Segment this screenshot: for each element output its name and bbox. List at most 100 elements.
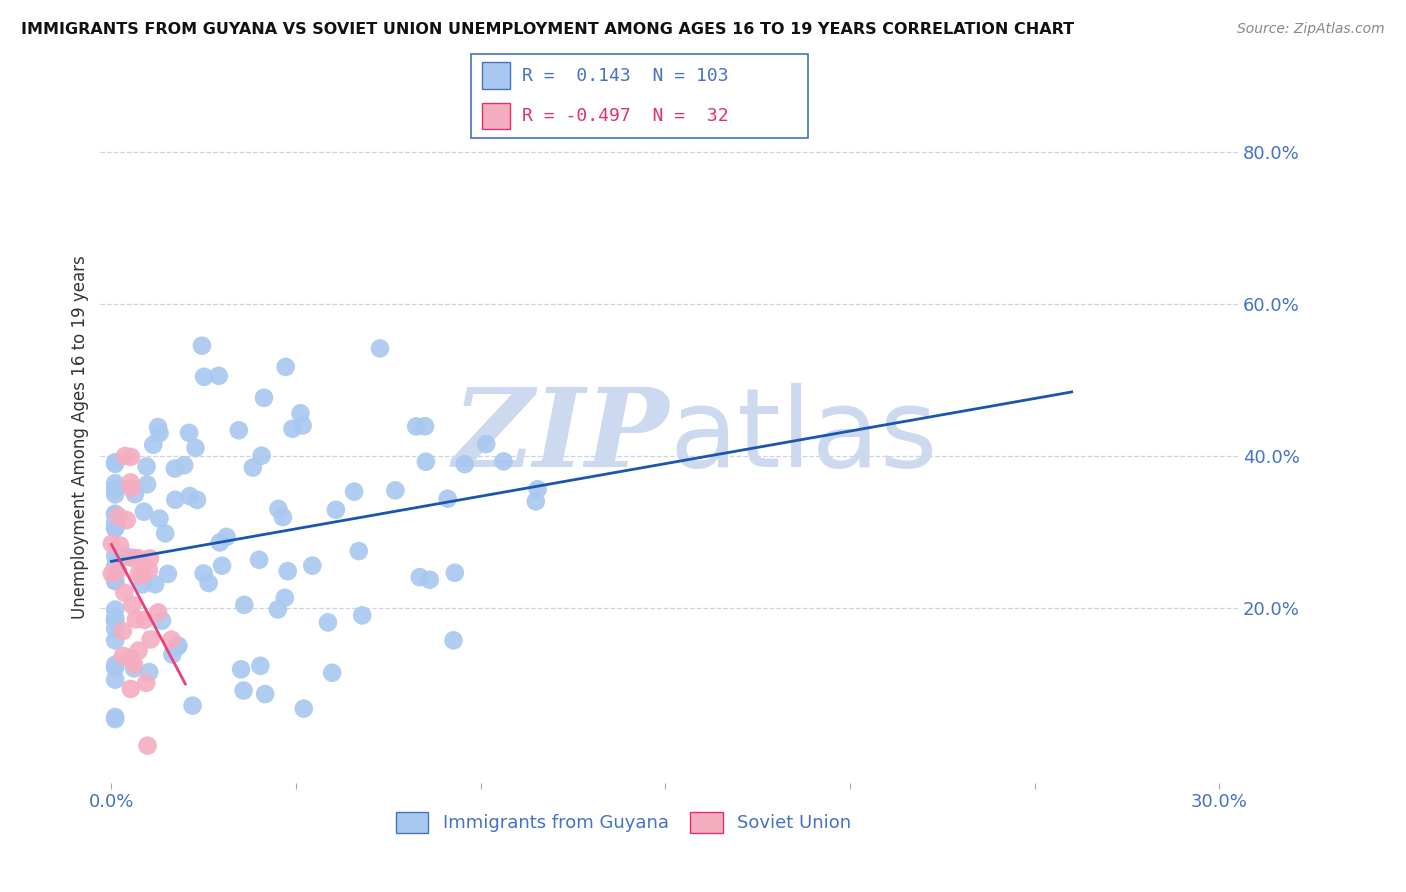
Y-axis label: Unemployment Among Ages 16 to 19 years: Unemployment Among Ages 16 to 19 years bbox=[72, 255, 89, 619]
Point bbox=[153, 526, 176, 541]
Point bbox=[281, 422, 304, 436]
Point bbox=[128, 643, 150, 657]
Point bbox=[114, 449, 136, 463]
Point bbox=[167, 639, 190, 653]
Point bbox=[104, 661, 127, 675]
Point bbox=[177, 425, 200, 440]
Point bbox=[233, 598, 256, 612]
Point bbox=[111, 624, 134, 638]
Legend: Immigrants from Guyana, Soviet Union: Immigrants from Guyana, Soviet Union bbox=[395, 812, 852, 833]
Point bbox=[107, 563, 129, 577]
Point bbox=[419, 573, 441, 587]
Point bbox=[292, 701, 315, 715]
Point bbox=[475, 437, 498, 451]
Point bbox=[208, 535, 231, 549]
Point bbox=[104, 507, 127, 521]
Point bbox=[160, 632, 183, 647]
Text: R =  0.143  N = 103: R = 0.143 N = 103 bbox=[522, 67, 728, 85]
Point bbox=[120, 450, 142, 464]
Point bbox=[131, 577, 153, 591]
Point bbox=[121, 481, 143, 495]
Point bbox=[249, 658, 271, 673]
Point bbox=[104, 610, 127, 624]
Point bbox=[104, 455, 127, 469]
Point bbox=[415, 455, 437, 469]
Point bbox=[128, 566, 150, 581]
Point bbox=[104, 602, 127, 616]
Point bbox=[104, 673, 127, 687]
Point bbox=[290, 406, 312, 420]
Point bbox=[184, 441, 207, 455]
Point bbox=[138, 665, 160, 679]
Point bbox=[156, 566, 179, 581]
Point bbox=[409, 570, 432, 584]
Text: Source: ZipAtlas.com: Source: ZipAtlas.com bbox=[1237, 22, 1385, 37]
Point bbox=[138, 563, 160, 577]
Point bbox=[135, 676, 157, 690]
Point bbox=[136, 739, 159, 753]
Point bbox=[104, 549, 127, 563]
Point bbox=[121, 598, 143, 612]
Point bbox=[122, 657, 145, 672]
Point bbox=[291, 418, 314, 433]
Point bbox=[347, 544, 370, 558]
Point bbox=[228, 423, 250, 437]
Point bbox=[125, 612, 148, 626]
Point bbox=[120, 475, 142, 490]
Point bbox=[112, 585, 135, 599]
Point bbox=[122, 661, 145, 675]
Point bbox=[148, 426, 170, 441]
Point bbox=[229, 662, 252, 676]
Point bbox=[104, 657, 127, 672]
Point bbox=[321, 665, 343, 680]
Point bbox=[104, 559, 127, 574]
Point bbox=[104, 613, 127, 627]
Point bbox=[352, 608, 374, 623]
Point bbox=[181, 698, 204, 713]
Point bbox=[267, 502, 290, 516]
Point bbox=[191, 339, 214, 353]
Point bbox=[120, 650, 142, 665]
Point bbox=[101, 537, 124, 551]
Point bbox=[150, 614, 173, 628]
Point bbox=[131, 568, 153, 582]
Point bbox=[104, 574, 127, 588]
Point bbox=[104, 633, 127, 648]
Point bbox=[193, 369, 215, 384]
Point bbox=[104, 507, 127, 521]
Point bbox=[163, 461, 186, 475]
Point bbox=[526, 482, 548, 496]
Point bbox=[148, 511, 170, 525]
Point bbox=[104, 712, 127, 726]
Point bbox=[115, 513, 138, 527]
Point bbox=[143, 577, 166, 591]
Point bbox=[104, 622, 127, 636]
Point bbox=[166, 640, 188, 654]
Point bbox=[134, 613, 156, 627]
Point bbox=[405, 419, 427, 434]
Point bbox=[104, 516, 127, 530]
Point bbox=[136, 477, 159, 491]
Point bbox=[277, 564, 299, 578]
Point bbox=[104, 482, 127, 496]
Point bbox=[443, 633, 465, 648]
Point bbox=[173, 458, 195, 473]
Point bbox=[443, 566, 465, 580]
Point bbox=[104, 521, 127, 535]
Point bbox=[384, 483, 406, 498]
Point bbox=[250, 449, 273, 463]
Text: R = -0.497  N =  32: R = -0.497 N = 32 bbox=[522, 107, 728, 125]
Point bbox=[436, 491, 458, 506]
Point bbox=[232, 683, 254, 698]
Text: IMMIGRANTS FROM GUYANA VS SOVIET UNION UNEMPLOYMENT AMONG AGES 16 TO 19 YEARS CO: IMMIGRANTS FROM GUYANA VS SOVIET UNION U… bbox=[21, 22, 1074, 37]
Point bbox=[120, 681, 142, 696]
Point bbox=[179, 489, 201, 503]
Point bbox=[413, 419, 436, 434]
Point bbox=[124, 551, 146, 566]
Point bbox=[215, 530, 238, 544]
Text: ZIP: ZIP bbox=[453, 384, 669, 491]
Point bbox=[301, 558, 323, 573]
Point bbox=[146, 606, 169, 620]
Text: atlas: atlas bbox=[669, 384, 938, 491]
Point bbox=[139, 632, 162, 647]
